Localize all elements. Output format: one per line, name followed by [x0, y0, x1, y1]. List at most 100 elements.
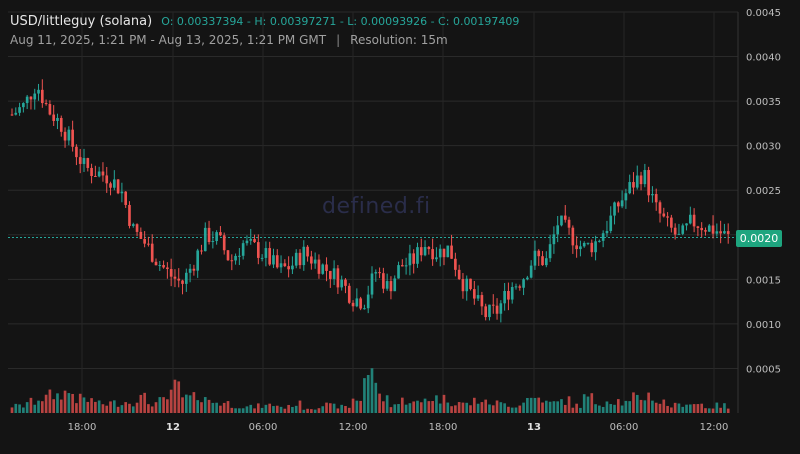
candle-body: [507, 290, 510, 300]
volume-bar: [575, 403, 578, 413]
volume-bar: [18, 404, 21, 413]
volume-bar: [673, 402, 677, 413]
volume-bar: [192, 392, 196, 413]
volume-bar: [400, 397, 404, 413]
volume-bar: [128, 403, 131, 413]
volume-bar: [169, 389, 173, 413]
candle-body: [654, 194, 658, 203]
y-tick-label: 0.0030: [746, 142, 781, 153]
volume-bar: [688, 404, 692, 413]
volume-bar: [230, 407, 234, 413]
candle-body: [22, 103, 25, 108]
candle-body: [472, 289, 476, 299]
y-tick-label: 0.0045: [746, 8, 781, 19]
volume-bar: [518, 405, 522, 413]
volume-bar: [321, 406, 325, 413]
volume-bar: [563, 404, 567, 413]
volume-bar: [594, 404, 597, 413]
volume-bar: [651, 400, 654, 413]
candle-body: [700, 227, 704, 231]
candle-body: [67, 129, 71, 141]
candle-body: [71, 129, 74, 147]
candle-body: [101, 171, 105, 176]
x-tick-label: 06:00: [249, 422, 278, 433]
candle-body: [173, 276, 177, 279]
volume-bar: [567, 396, 571, 413]
volume-bar: [635, 394, 639, 413]
candle-body: [715, 231, 719, 234]
volume-bar: [249, 404, 253, 413]
x-tick-label: 12:00: [700, 422, 729, 433]
candle-body: [302, 246, 306, 266]
watermark: defined.fi: [322, 194, 431, 219]
candle-body: [707, 225, 711, 232]
candle-body: [446, 245, 450, 258]
candle-body: [112, 179, 116, 188]
candle-body: [571, 227, 575, 246]
candle-body: [90, 167, 93, 177]
candle-body: [480, 295, 484, 307]
candle-body: [181, 280, 184, 284]
candle-body: [230, 260, 234, 262]
volume-bar: [306, 408, 309, 413]
volume-bar: [211, 402, 215, 413]
volume-bar: [143, 392, 146, 413]
volume-bar: [571, 407, 575, 413]
volume-bar: [86, 401, 90, 413]
volume-bar: [14, 403, 18, 413]
candle-body: [533, 250, 537, 266]
volume-bar: [590, 393, 594, 413]
volume-bar: [78, 393, 82, 413]
candle-body: [359, 298, 362, 309]
candle-body: [605, 230, 609, 234]
volume-bar: [696, 404, 700, 413]
volume-bar: [29, 397, 33, 413]
volume-bar: [560, 399, 563, 413]
candle-body: [651, 194, 654, 196]
candle-body: [385, 281, 389, 289]
volume-bar: [219, 405, 222, 413]
candle-body: [192, 268, 196, 271]
candle-body: [287, 266, 290, 270]
volume-bar: [150, 406, 154, 413]
candle-body: [48, 104, 52, 115]
candle-body: [256, 242, 260, 258]
volume-bar: [22, 407, 25, 413]
candle-body: [681, 225, 685, 234]
candle-body: [234, 255, 237, 261]
candle-body: [52, 114, 56, 121]
volume-bar: [94, 401, 97, 413]
volume-bar: [723, 403, 726, 413]
volume-bar: [135, 402, 139, 413]
volume-bar: [548, 401, 552, 413]
volume-bar: [711, 408, 715, 413]
candle-body: [677, 233, 681, 235]
candle-body: [620, 200, 624, 207]
volume-bar: [438, 403, 442, 413]
volume-bar: [124, 402, 128, 413]
candle-body: [44, 103, 48, 105]
volume-bar: [196, 400, 200, 413]
candle-body: [177, 278, 181, 281]
x-tick-label: 18:00: [429, 422, 458, 433]
volume-bar: [537, 397, 541, 413]
candle-body: [245, 240, 249, 244]
candle-body: [696, 226, 700, 228]
candle-body: [609, 215, 613, 231]
volume-bar: [347, 407, 351, 413]
volume-bar: [685, 404, 688, 413]
ohlc-readout: O: 0.00337394 - H: 0.00397271 - L: 0.000…: [161, 15, 520, 28]
candle-body: [283, 263, 287, 267]
volume-bar: [726, 408, 730, 413]
candle-body: [33, 93, 37, 100]
volume-bar: [340, 404, 344, 413]
volume-bar: [203, 397, 207, 413]
candle-body: [317, 259, 321, 274]
volume-bar: [431, 401, 434, 413]
candle-body: [94, 176, 97, 178]
volume-bar: [601, 406, 605, 413]
volume-bar: [52, 399, 56, 413]
candle-body: [404, 265, 408, 267]
